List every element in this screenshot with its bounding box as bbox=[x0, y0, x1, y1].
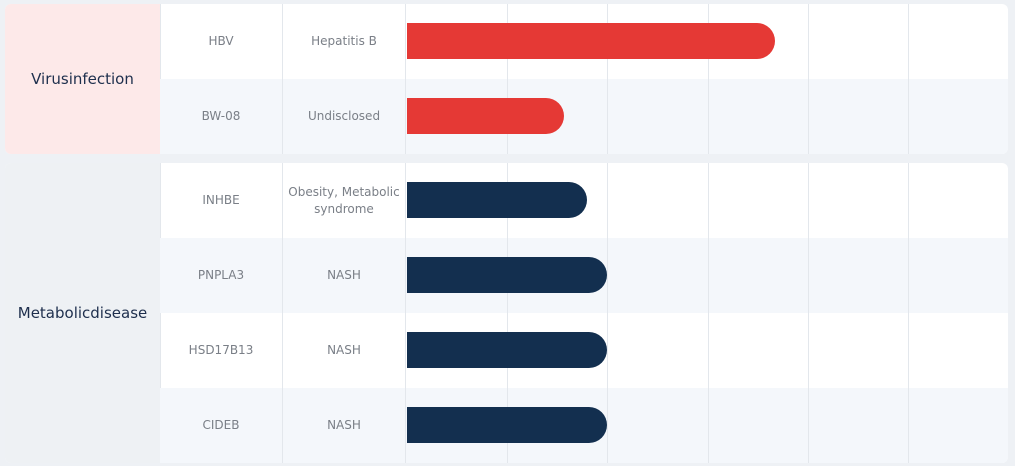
target-cell: BW-08 bbox=[160, 79, 283, 154]
column-divider bbox=[607, 388, 609, 463]
progress-bar bbox=[407, 98, 565, 134]
target-cell: CIDEB bbox=[160, 388, 283, 463]
progress-bar bbox=[407, 182, 588, 218]
column-divider bbox=[707, 238, 709, 313]
indication-cell: NASH bbox=[283, 313, 406, 388]
column-divider bbox=[807, 4, 809, 79]
column-divider bbox=[707, 163, 709, 238]
column-divider bbox=[807, 79, 809, 154]
column-divider bbox=[807, 313, 809, 388]
column-divider bbox=[807, 388, 809, 463]
column-divider bbox=[807, 163, 809, 238]
progress-bar bbox=[407, 23, 775, 59]
column-divider bbox=[707, 313, 709, 388]
indication-cell: Obesity, Metabolic syndrome bbox=[283, 163, 406, 238]
column-divider bbox=[707, 388, 709, 463]
column-divider bbox=[907, 388, 909, 463]
column-divider bbox=[907, 238, 909, 313]
group-label: Metabolicdisease bbox=[5, 163, 161, 463]
target-cell: HBV bbox=[160, 4, 283, 79]
column-divider bbox=[607, 313, 609, 388]
column-divider bbox=[607, 163, 609, 238]
indication-cell: NASH bbox=[283, 388, 406, 463]
indication-cell: Undisclosed bbox=[283, 79, 406, 154]
table-row: PNPLA3 NASH bbox=[160, 238, 1008, 313]
column-divider bbox=[607, 238, 609, 313]
column-divider bbox=[807, 238, 809, 313]
table-row: BW-08 Undisclosed bbox=[160, 79, 1008, 154]
column-divider bbox=[907, 79, 909, 154]
progress-bar bbox=[407, 257, 608, 293]
target-cell: PNPLA3 bbox=[160, 238, 283, 313]
column-divider bbox=[707, 79, 709, 154]
group-card: Metabolicdisease INHBE Obesity, Metabolic … bbox=[5, 163, 1008, 463]
group-label: Virusinfection bbox=[5, 4, 161, 154]
target-cell: HSD17B13 bbox=[160, 313, 283, 388]
progress-bar bbox=[407, 407, 608, 443]
progress-bar bbox=[407, 332, 608, 368]
column-divider bbox=[907, 163, 909, 238]
indication-cell: NASH bbox=[283, 238, 406, 313]
table-row: HBV Hepatitis B bbox=[160, 4, 1008, 79]
group-card: Virusinfection HBV Hepatitis B BW-08 Undiscl… bbox=[5, 4, 1008, 154]
column-divider bbox=[907, 4, 909, 79]
table-row: HSD17B13 NASH bbox=[160, 313, 1008, 388]
table-row: CIDEB NASH bbox=[160, 388, 1008, 463]
indication-cell: Hepatitis B bbox=[283, 4, 406, 79]
column-divider bbox=[907, 313, 909, 388]
target-cell: INHBE bbox=[160, 163, 283, 238]
table-row: INHBE Obesity, Metabolic syndrome bbox=[160, 163, 1008, 238]
column-divider bbox=[607, 79, 609, 154]
